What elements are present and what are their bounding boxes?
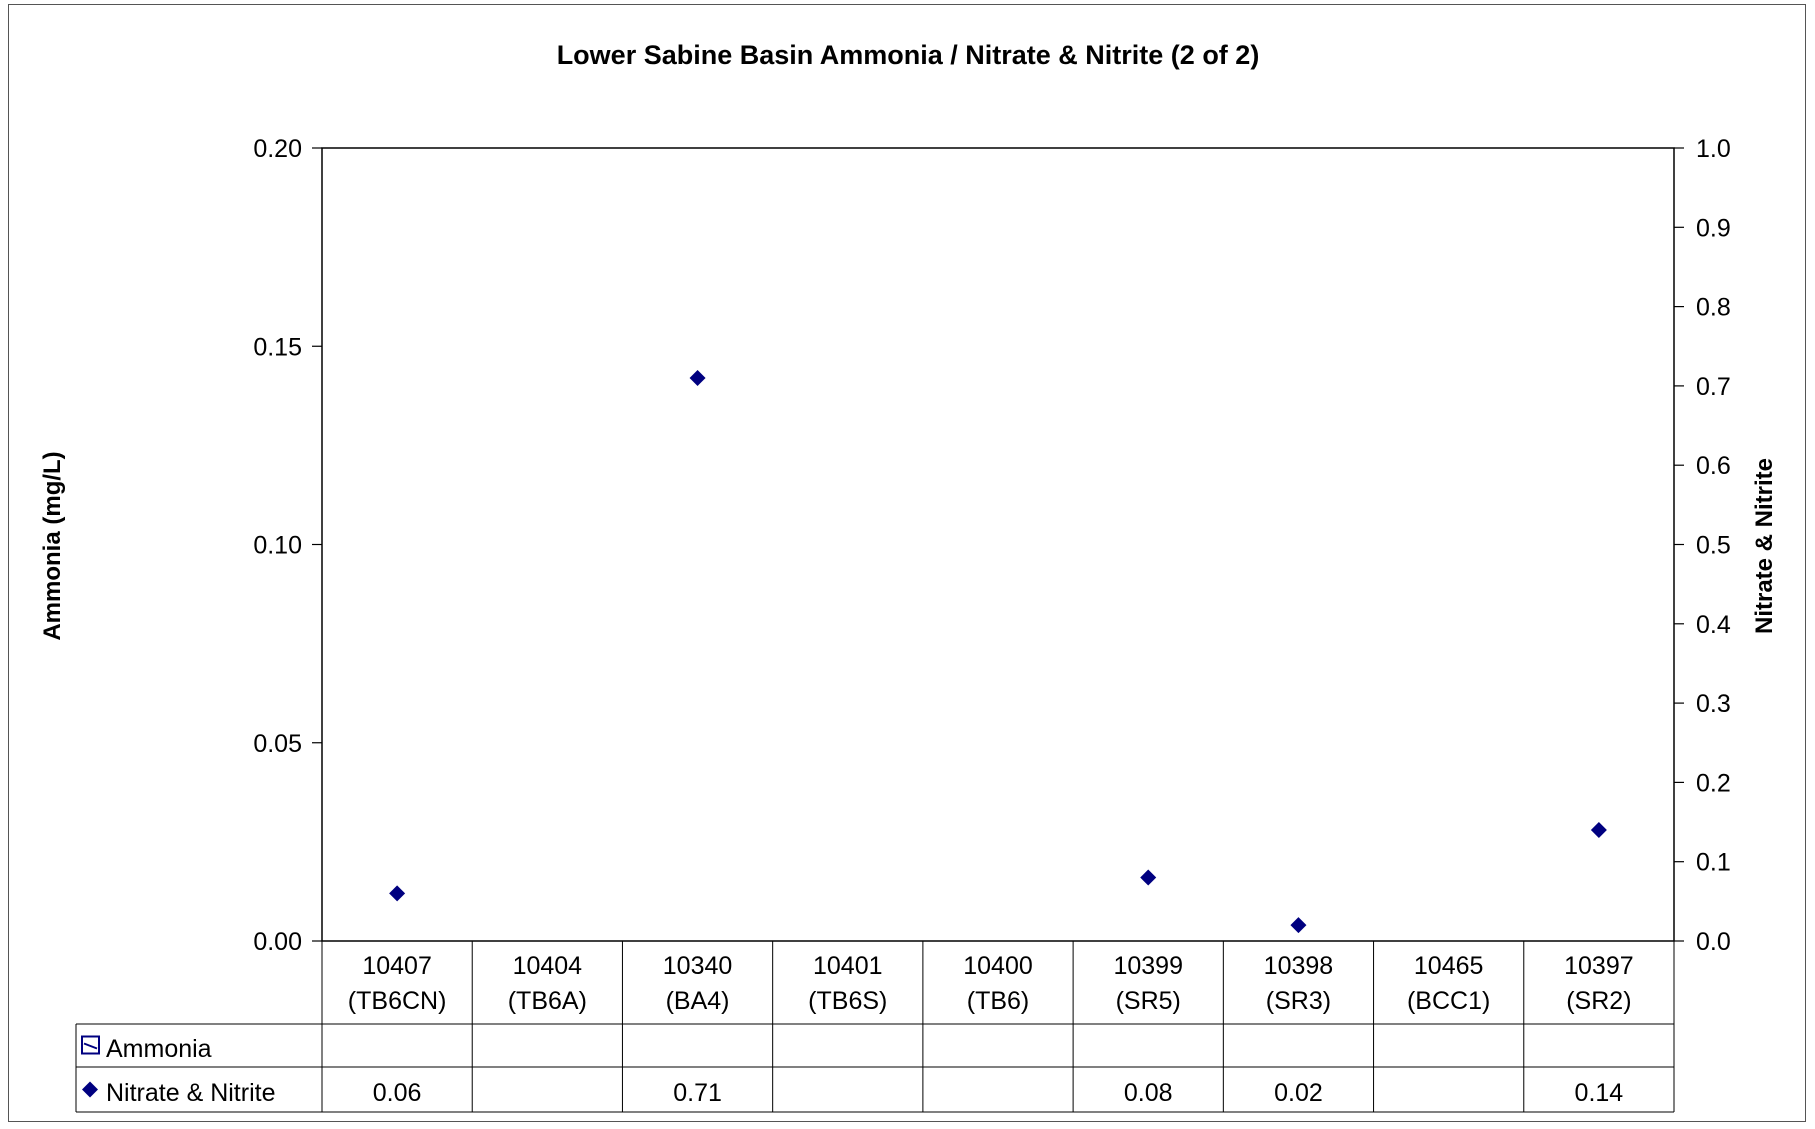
right-tick-label: 0.9 bbox=[1696, 214, 1731, 242]
category-code-label: (TB6) bbox=[967, 987, 1030, 1015]
chart-frame bbox=[8, 4, 1806, 1122]
ammonia-legend-label: Ammonia bbox=[106, 1035, 212, 1063]
right-tick-label: 0.4 bbox=[1696, 611, 1731, 639]
nitrate-data-point bbox=[1290, 917, 1307, 934]
right-tick-label: 0.3 bbox=[1696, 690, 1731, 718]
data-table: 10407 (TB6CN) 10404 (TB6A) 10340 (BA4) 10401 (T… bbox=[75, 941, 1675, 1113]
left-axis: 0.20 0.15 0.10 0.05 0.00 bbox=[253, 135, 322, 956]
data-table-value: 0.02 bbox=[1274, 1079, 1323, 1107]
chart-title: Lower Sabine Basin Ammonia / Nitrate & N… bbox=[557, 40, 1260, 70]
left-tick-label: 0.10 bbox=[253, 532, 302, 560]
right-tick-label: 1.0 bbox=[1696, 135, 1731, 163]
nitrate-data-point bbox=[1140, 869, 1157, 886]
data-table-value: 0.71 bbox=[673, 1079, 722, 1107]
category-id-label: 10340 bbox=[663, 952, 733, 980]
category-code-label: (BA4) bbox=[666, 987, 730, 1015]
data-table-value: 0.08 bbox=[1124, 1079, 1173, 1107]
right-axis: 1.0 0.9 0.8 0.7 0.6 0.5 0.4 0.3 0.2 0.1 0.0 bbox=[1674, 135, 1731, 956]
category-id-label: 10400 bbox=[963, 952, 1033, 980]
nitrate-legend-label: Nitrate & Nitrite bbox=[106, 1079, 275, 1107]
left-tick-label: 0.05 bbox=[253, 730, 302, 758]
category-code-label: (SR2) bbox=[1566, 987, 1631, 1015]
data-table-value: 0.06 bbox=[373, 1079, 422, 1107]
right-tick-label: 0.1 bbox=[1696, 849, 1731, 877]
right-tick-label: 0.7 bbox=[1696, 373, 1731, 401]
nitrate-data-point bbox=[1590, 821, 1607, 838]
category-code-label: (SR3) bbox=[1266, 987, 1331, 1015]
category-code-label: (SR5) bbox=[1116, 987, 1181, 1015]
category-code-label: (TB6CN) bbox=[348, 987, 447, 1015]
right-tick-label: 0.6 bbox=[1696, 452, 1731, 480]
ammonia-legend-stroke bbox=[83, 1042, 98, 1050]
category-code-label: (TB6S) bbox=[808, 987, 887, 1015]
left-tick-label: 0.00 bbox=[253, 928, 302, 956]
plot-area bbox=[321, 147, 1675, 942]
data-table-value: 0.14 bbox=[1575, 1079, 1624, 1107]
nitrate-data-point bbox=[389, 885, 406, 902]
category-id-label: 10399 bbox=[1113, 952, 1183, 980]
category-id-label: 10398 bbox=[1264, 952, 1334, 980]
right-tick-label: 0.5 bbox=[1696, 532, 1731, 560]
right-tick-label: 0.2 bbox=[1696, 769, 1731, 797]
left-axis-title: Ammonia (mg/L) bbox=[39, 451, 66, 640]
category-id-label: 10401 bbox=[813, 952, 883, 980]
nitrate-legend-marker bbox=[82, 1081, 98, 1098]
series-markers bbox=[389, 369, 1607, 934]
left-tick-label: 0.15 bbox=[253, 333, 302, 361]
right-axis-title: Nitrate & Nitrite bbox=[1751, 458, 1778, 634]
nitrate-data-point bbox=[689, 369, 706, 386]
category-id-label: 10404 bbox=[513, 952, 583, 980]
category-id-label: 10465 bbox=[1414, 952, 1484, 980]
category-id-label: 10397 bbox=[1564, 952, 1634, 980]
category-code-label: (TB6A) bbox=[508, 987, 587, 1015]
category-code-label: (BCC1) bbox=[1407, 987, 1490, 1015]
category-id-label: 10407 bbox=[362, 952, 432, 980]
left-tick-label: 0.20 bbox=[253, 135, 302, 163]
right-tick-label: 0.0 bbox=[1696, 928, 1731, 956]
right-tick-label: 0.8 bbox=[1696, 294, 1731, 322]
